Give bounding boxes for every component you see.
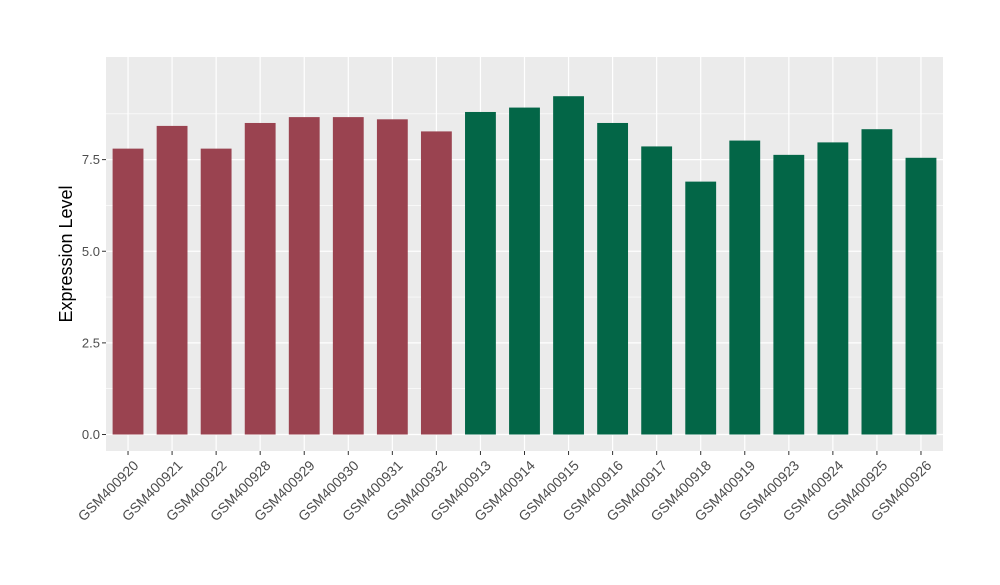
y-axis: 0.0 2.5 5.0 7.5 <box>82 152 106 442</box>
bar-gsm400919 <box>729 140 761 435</box>
bar-gsm400913 <box>465 111 496 435</box>
bar-gsm400922 <box>200 148 232 435</box>
bar-gsm400914 <box>509 107 540 435</box>
bar-gsm400915 <box>553 96 584 435</box>
bar-gsm400921 <box>156 125 188 435</box>
bar-gsm400920 <box>112 148 144 435</box>
bar-gsm400926 <box>905 157 937 435</box>
bar-gsm400918 <box>685 181 717 435</box>
bar-gsm400931 <box>376 119 408 435</box>
bar-gsm400928 <box>244 122 276 435</box>
y-tick-label: 7.5 <box>82 152 100 167</box>
y-axis-label: Expression Level <box>56 185 76 322</box>
bar-gsm400925 <box>861 129 893 435</box>
bar-gsm400924 <box>817 142 849 435</box>
bar-gsm400923 <box>773 154 805 435</box>
x-axis: GSM400920GSM400921GSM400922GSM400928GSM4… <box>75 451 935 524</box>
y-tick-label: 2.5 <box>82 335 100 350</box>
bar-gsm400916 <box>597 122 629 435</box>
bar-gsm400929 <box>288 117 320 435</box>
bars <box>112 96 937 435</box>
bar-gsm400932 <box>420 131 452 435</box>
y-tick-label: 5.0 <box>82 244 100 259</box>
bar-gsm400917 <box>641 146 673 435</box>
y-tick-label: 0.0 <box>82 427 100 442</box>
bar-gsm400930 <box>332 117 364 435</box>
